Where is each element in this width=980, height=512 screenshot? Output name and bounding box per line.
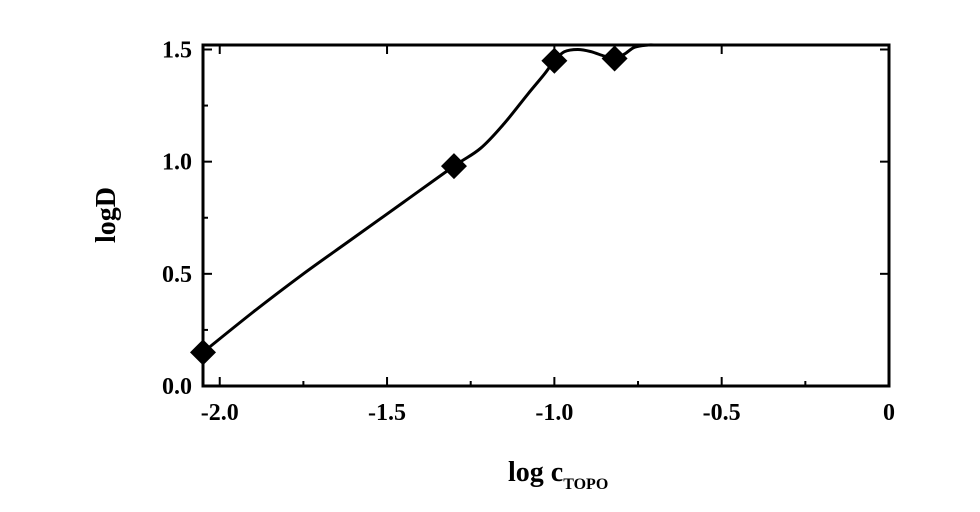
plot-frame [201,43,891,388]
fitted-curve [202,43,655,354]
y-tick-label: 0.5 [162,262,192,288]
x-tick-label: -0.5 [703,400,741,426]
data-point-marker [601,45,628,72]
y-tick-label: 1.5 [162,37,192,63]
data-point-marker [541,47,568,74]
y-tick-label: 0.0 [162,374,192,400]
data-markers [190,45,628,366]
y-axis-title: logD [91,187,122,243]
y-axis-ticks: 0.0 0.5 1.0 1.5 [162,37,889,400]
y-tick-label: 1.0 [162,150,192,176]
x-axis-title: log cTOPO [508,457,608,493]
x-axis-ticks: -2.0 -1.5 -1.0 -0.5 0 [201,45,895,426]
x-tick-label: -1.5 [368,400,406,426]
x-axis-title-subscript: TOPO [563,476,608,493]
data-point-marker [190,339,216,366]
x-tick-label: -1.0 [535,400,573,426]
data-point-marker [440,153,467,180]
x-tick-label: -2.0 [201,400,239,426]
x-tick-label: 0 [883,400,895,426]
x-axis-title-main: log c [508,457,563,488]
